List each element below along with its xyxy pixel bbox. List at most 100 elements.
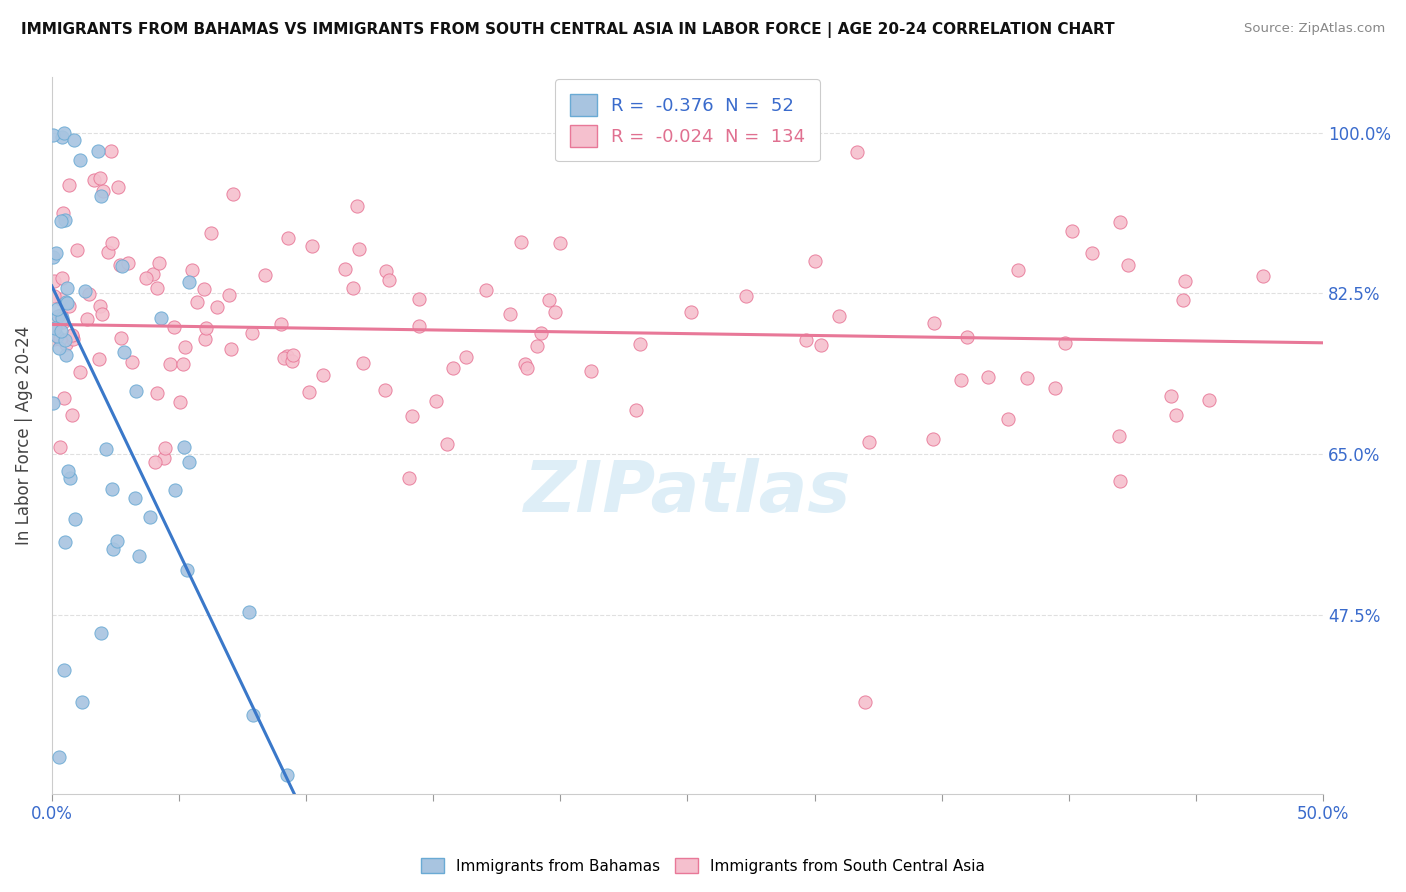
Point: [42, 250, 65, 264]
Point: [1108, 475, 1130, 489]
Point: [44, 289, 66, 303]
Point: [60, 408, 83, 422]
Point: [108, 258, 131, 272]
Point: [44, 316, 66, 330]
Point: [101, 482, 124, 496]
Point: [526, 339, 548, 353]
Point: [63, 512, 86, 526]
Point: [796, 333, 818, 347]
Point: [77, 287, 100, 301]
Point: [276, 350, 298, 364]
Point: [51, 271, 73, 285]
Point: [855, 695, 877, 709]
Point: [69, 366, 91, 380]
Point: [475, 283, 498, 297]
Point: [46, 310, 69, 324]
Point: [173, 340, 195, 354]
Point: [53, 535, 76, 549]
Point: [60, 328, 83, 343]
Point: [91, 307, 114, 321]
Point: [950, 373, 973, 387]
Point: [179, 455, 201, 469]
Point: [153, 441, 176, 455]
Point: [298, 385, 321, 400]
Point: [436, 436, 458, 450]
Point: [221, 187, 243, 202]
Point: [378, 273, 401, 287]
Point: [194, 332, 217, 346]
Point: [44, 321, 66, 335]
Point: [1164, 408, 1187, 422]
Point: [63, 133, 86, 147]
Point: [83, 173, 105, 187]
Point: [42, 128, 65, 143]
Legend: Immigrants from Bahamas, Immigrants from South Central Asia: Immigrants from Bahamas, Immigrants from…: [415, 852, 991, 880]
Point: [42, 396, 65, 410]
Point: [254, 268, 277, 283]
Point: [186, 295, 208, 310]
Point: [845, 145, 868, 160]
Point: [49, 441, 72, 455]
Point: [55, 337, 77, 351]
Point: [100, 144, 122, 158]
Point: [49, 214, 72, 228]
Point: [530, 326, 553, 341]
Point: [374, 384, 396, 398]
Point: [242, 708, 264, 723]
Point: [922, 316, 945, 330]
Point: [53, 333, 76, 347]
Point: [62, 332, 84, 346]
Point: [240, 326, 263, 340]
Point: [270, 317, 292, 331]
Point: [200, 226, 222, 240]
Point: [111, 260, 134, 274]
Point: [180, 262, 202, 277]
Point: [238, 605, 260, 619]
Point: [59, 471, 82, 485]
Point: [515, 357, 537, 371]
Point: [49, 332, 72, 346]
Point: [172, 357, 194, 371]
Point: [96, 442, 118, 457]
Point: [1054, 335, 1077, 350]
Point: [1251, 268, 1274, 283]
Point: [956, 330, 979, 344]
Point: [149, 310, 172, 325]
Point: [1198, 392, 1220, 407]
Point: [51, 130, 73, 145]
Point: [91, 184, 114, 198]
Point: [89, 170, 111, 185]
Point: [97, 244, 120, 259]
Point: [810, 338, 832, 352]
Text: IMMIGRANTS FROM BAHAMAS VS IMMIGRANTS FROM SOUTH CENTRAL ASIA IN LABOR FORCE | A: IMMIGRANTS FROM BAHAMAS VS IMMIGRANTS FR…: [21, 22, 1115, 38]
Point: [1045, 381, 1067, 395]
Point: [349, 242, 371, 256]
Point: [45, 246, 67, 260]
Text: Source: ZipAtlas.com: Source: ZipAtlas.com: [1244, 22, 1385, 36]
Point: [48, 341, 70, 355]
Point: [1171, 293, 1194, 307]
Point: [312, 368, 335, 382]
Point: [49, 308, 72, 322]
Point: [550, 235, 572, 250]
Point: [734, 289, 756, 303]
Point: [221, 343, 243, 357]
Point: [52, 391, 75, 405]
Point: [107, 180, 129, 194]
Point: [44, 325, 66, 339]
Point: [301, 239, 323, 253]
Point: [346, 199, 368, 213]
Point: [128, 549, 150, 563]
Point: [87, 351, 110, 366]
Point: [499, 308, 522, 322]
Point: [177, 275, 200, 289]
Point: [56, 296, 79, 310]
Point: [121, 355, 143, 369]
Point: [145, 385, 167, 400]
Point: [456, 351, 478, 365]
Point: [159, 357, 181, 371]
Point: [44, 326, 66, 340]
Point: [148, 256, 170, 270]
Point: [408, 293, 430, 307]
Point: [283, 348, 305, 362]
